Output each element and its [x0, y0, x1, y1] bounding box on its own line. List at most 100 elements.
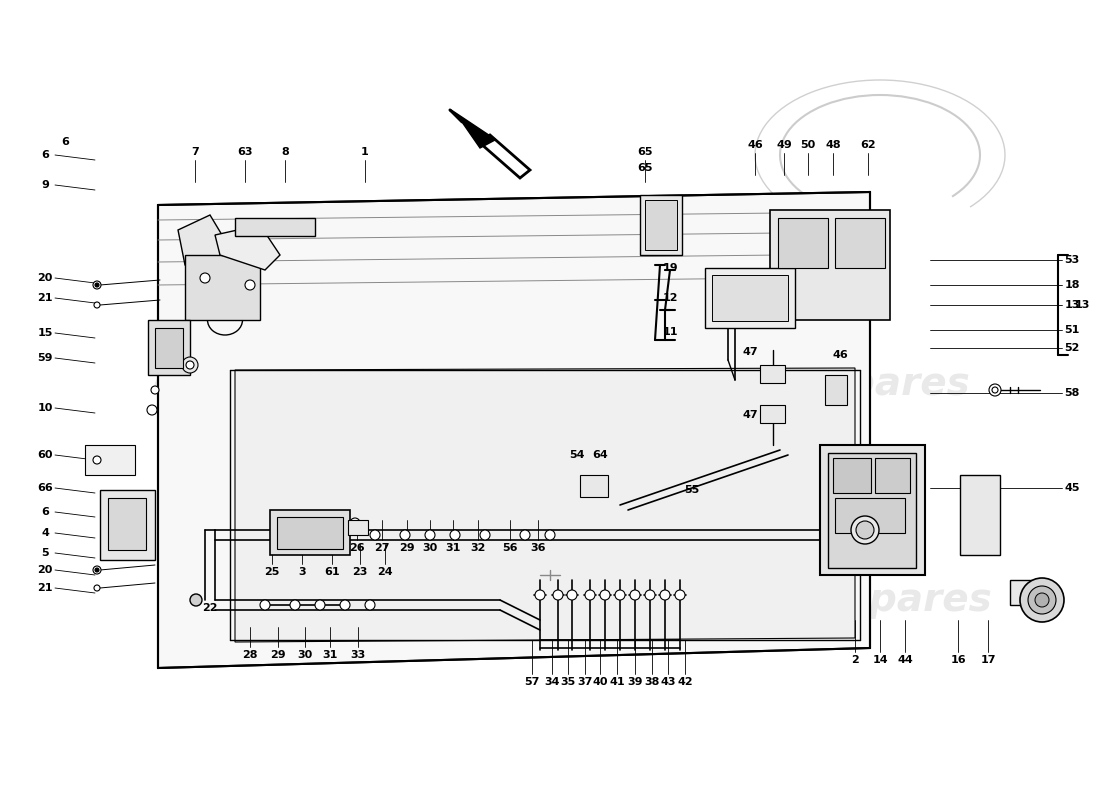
Circle shape — [751, 284, 759, 292]
Text: eurospares: eurospares — [152, 365, 398, 403]
Text: 46: 46 — [747, 140, 763, 150]
Circle shape — [94, 281, 101, 289]
Bar — [712, 275, 788, 321]
Text: 13: 13 — [1075, 300, 1090, 310]
Text: 51: 51 — [1065, 325, 1080, 335]
Circle shape — [131, 524, 139, 532]
Bar — [277, 517, 343, 549]
Circle shape — [147, 405, 157, 415]
Circle shape — [1028, 586, 1056, 614]
Circle shape — [675, 590, 685, 600]
Circle shape — [851, 232, 864, 244]
Bar — [760, 365, 785, 383]
Text: 1: 1 — [361, 147, 368, 157]
Bar — [770, 210, 890, 320]
Text: 30: 30 — [422, 543, 438, 553]
Text: 35: 35 — [560, 677, 575, 687]
Text: 40: 40 — [592, 677, 607, 687]
Bar — [1010, 580, 1040, 605]
Circle shape — [370, 530, 379, 540]
Circle shape — [600, 590, 610, 600]
Polygon shape — [178, 215, 226, 270]
Text: 43: 43 — [660, 677, 675, 687]
Text: 19: 19 — [662, 263, 678, 273]
Circle shape — [535, 590, 544, 600]
Text: 62: 62 — [860, 140, 876, 150]
Text: 9: 9 — [41, 180, 48, 190]
Text: 14: 14 — [872, 655, 888, 665]
Bar — [705, 268, 795, 328]
Text: 65: 65 — [637, 147, 652, 157]
Text: 49: 49 — [777, 140, 792, 150]
Circle shape — [544, 530, 556, 540]
Text: eurospares: eurospares — [746, 581, 992, 619]
Circle shape — [158, 331, 166, 339]
Text: 64: 64 — [592, 450, 608, 460]
Text: 42: 42 — [678, 677, 693, 687]
Circle shape — [989, 384, 1001, 396]
Text: eurospares: eurospares — [724, 365, 970, 403]
Bar — [348, 520, 369, 535]
Text: eurospares: eurospares — [449, 365, 695, 403]
Circle shape — [796, 236, 804, 244]
Bar — [148, 320, 190, 375]
Text: 66: 66 — [37, 483, 53, 493]
Circle shape — [450, 530, 460, 540]
Circle shape — [350, 518, 360, 528]
Text: 26: 26 — [349, 543, 365, 553]
Text: 56: 56 — [503, 543, 518, 553]
Circle shape — [182, 357, 198, 373]
Text: 33: 33 — [351, 650, 365, 660]
Bar — [185, 255, 260, 320]
Circle shape — [340, 600, 350, 610]
Circle shape — [95, 568, 99, 572]
Text: 17: 17 — [980, 655, 996, 665]
Polygon shape — [480, 135, 530, 178]
Text: 47: 47 — [742, 347, 758, 357]
Circle shape — [95, 283, 99, 287]
Text: 5: 5 — [41, 548, 48, 558]
Circle shape — [151, 386, 160, 394]
Circle shape — [553, 590, 563, 600]
Text: 21: 21 — [37, 293, 53, 303]
Text: 18: 18 — [1065, 280, 1080, 290]
Text: 31: 31 — [322, 650, 338, 660]
Text: 6: 6 — [41, 150, 48, 160]
Circle shape — [400, 530, 410, 540]
Text: 29: 29 — [271, 650, 286, 660]
Circle shape — [200, 273, 210, 283]
Text: 57: 57 — [525, 677, 540, 687]
Circle shape — [260, 600, 270, 610]
Circle shape — [94, 302, 100, 308]
Text: 41: 41 — [609, 677, 625, 687]
Circle shape — [480, 530, 490, 540]
Circle shape — [245, 280, 255, 290]
Text: 61: 61 — [324, 567, 340, 577]
Text: eurospares: eurospares — [185, 581, 431, 619]
Text: 2: 2 — [851, 655, 859, 665]
Circle shape — [94, 585, 100, 591]
Text: 55: 55 — [684, 485, 700, 495]
Text: 46: 46 — [832, 350, 848, 360]
Circle shape — [856, 521, 875, 539]
Text: 47: 47 — [742, 410, 758, 420]
Text: 65: 65 — [637, 163, 652, 173]
Text: 59: 59 — [37, 353, 53, 363]
Circle shape — [566, 590, 578, 600]
Circle shape — [302, 528, 317, 542]
Text: 27: 27 — [374, 543, 389, 553]
Text: 21: 21 — [37, 583, 53, 593]
Circle shape — [992, 387, 998, 393]
Circle shape — [114, 506, 122, 514]
Circle shape — [94, 566, 101, 574]
Text: 7: 7 — [191, 147, 199, 157]
Bar — [108, 498, 146, 550]
Text: 12: 12 — [662, 293, 678, 303]
Text: 52: 52 — [1065, 343, 1080, 353]
Text: 8: 8 — [282, 147, 289, 157]
Text: 58: 58 — [1065, 388, 1080, 398]
Circle shape — [615, 590, 625, 600]
Bar — [828, 453, 916, 568]
Bar — [640, 195, 682, 255]
Circle shape — [158, 346, 166, 354]
